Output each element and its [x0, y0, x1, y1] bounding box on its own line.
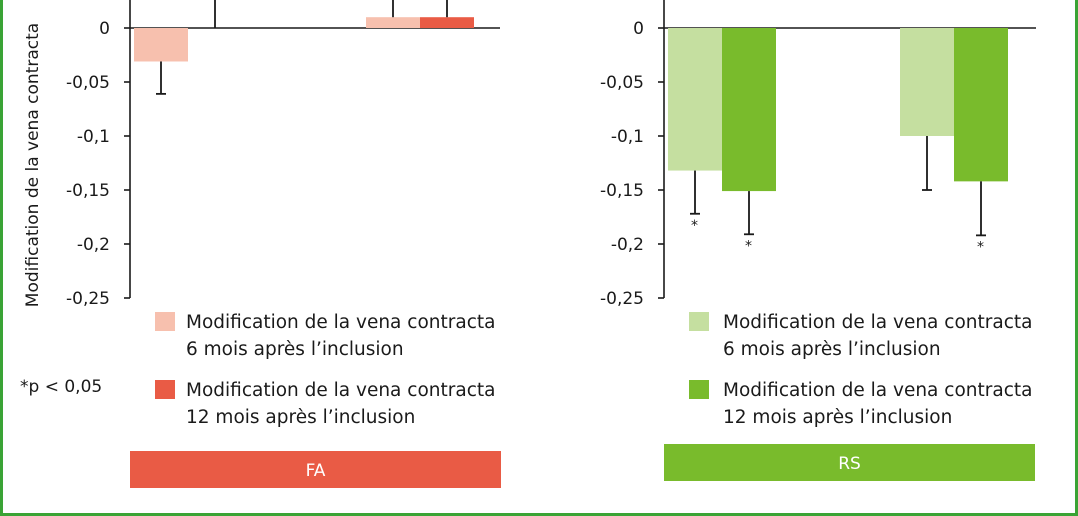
y-tick-label: -0,05: [66, 73, 110, 93]
bar: [954, 28, 1008, 182]
footer-bar-rs: [664, 444, 1035, 481]
legend-rs-6-line1: Modification de la vena contracta: [723, 312, 1032, 333]
y-tick-label: -0,2: [611, 235, 644, 255]
y-tick-label: 0: [633, 19, 644, 39]
significance-star: *: [745, 238, 752, 254]
legend-rs-12-line1: Modification de la vena contracta: [723, 380, 1032, 401]
bar: [668, 28, 722, 171]
panel-fa: 0 -0,05 -0,1 -0,15 -0,2 -0,25: [66, 0, 500, 309]
bar: [900, 28, 954, 136]
pvalue-note: *p < 0,05: [20, 377, 102, 397]
y-tick-label: -0,15: [600, 181, 644, 201]
legend-fa-6-line2: 6 mois après l’inclusion: [186, 339, 404, 360]
footer-label-rs: RS: [838, 454, 861, 474]
bar: [420, 17, 474, 28]
legend-fa-6-line1: Modification de la vena contracta: [186, 312, 495, 333]
legend-swatch-rs-12: [689, 380, 709, 399]
legend-fa-12-line2: 12 mois après l’inclusion: [186, 407, 415, 428]
significance-star: *: [691, 218, 698, 234]
legend-swatch-fa-6: [155, 312, 175, 331]
y-tick-label: -0,25: [66, 289, 110, 309]
legend-rs: Modification de la vena contracta 6 mois…: [689, 312, 1032, 428]
y-tick-label: -0,2: [77, 235, 110, 255]
legend-fa: Modification de la vena contracta 6 mois…: [155, 312, 495, 428]
footer-label-fa: FA: [306, 461, 326, 481]
y-tick-label: -0,15: [66, 181, 110, 201]
y-tick-label: -0,1: [611, 127, 644, 147]
y-tick-label: -0,25: [600, 289, 644, 309]
bar: [134, 28, 188, 62]
significance-star: *: [977, 239, 984, 255]
legend-swatch-fa-12: [155, 380, 175, 399]
footer-bar-fa: [130, 451, 501, 488]
legend-rs-6-line2: 6 mois après l’inclusion: [723, 339, 941, 360]
legend-rs-12-line2: 12 mois après l’inclusion: [723, 407, 952, 428]
y-tick-label: 0: [99, 19, 110, 39]
bar: [366, 17, 420, 28]
panel-rs: 0 -0,05 -0,1 -0,15 -0,2 -0,25 * * *: [600, 0, 1036, 309]
legend-swatch-rs-6: [689, 312, 709, 331]
y-tick-label: -0,05: [600, 73, 644, 93]
y-axis-label-group: Modification de la vena contracta: [23, 23, 43, 307]
y-axis-label: Modification de la vena contracta: [23, 23, 43, 307]
y-tick-label: -0,1: [77, 127, 110, 147]
legend-fa-12-line1: Modification de la vena contracta: [186, 380, 495, 401]
bar: [722, 28, 776, 192]
